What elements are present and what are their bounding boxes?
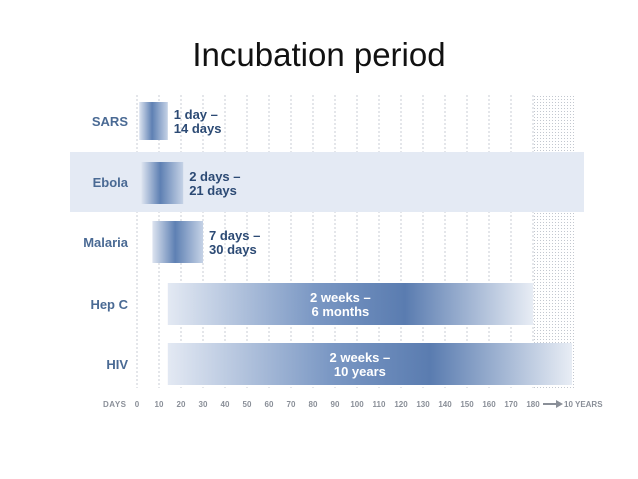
x-tick-label: 180 (526, 400, 540, 409)
x-tick-label: 70 (287, 400, 296, 409)
range-label-line1: 2 weeks – (310, 290, 371, 305)
x-tick-label: 160 (482, 400, 496, 409)
axis-arrow-head-icon (556, 400, 563, 408)
x-tick-label: 20 (177, 400, 186, 409)
x-tick-label: 80 (309, 400, 318, 409)
x-end-label: 10 YEARS (564, 400, 603, 409)
range-label-line2: 6 months (312, 304, 370, 319)
range-label-line2: 21 days (189, 183, 237, 198)
x-axis-title: DAYS (103, 400, 127, 409)
x-tick-label: 60 (265, 400, 274, 409)
x-tick-label: 100 (350, 400, 364, 409)
category-label: Hep C (90, 297, 128, 312)
range-bar (167, 343, 573, 385)
long-term-zone (533, 95, 574, 388)
range-bar (167, 283, 534, 325)
range-label-line1: 2 days – (189, 169, 240, 184)
category-label: SARS (92, 114, 128, 129)
x-tick-label: 0 (135, 400, 140, 409)
category-label: Malaria (83, 235, 129, 250)
category-label: Ebola (93, 175, 129, 190)
x-tick-label: 150 (460, 400, 474, 409)
x-tick-label: 40 (221, 400, 230, 409)
range-label-line2: 30 days (209, 242, 257, 257)
slide-title: Incubation period (192, 36, 446, 73)
x-tick-label: 30 (199, 400, 208, 409)
x-tick-label: 130 (416, 400, 430, 409)
x-tick-label: 50 (243, 400, 252, 409)
range-label-line1: 1 day – (174, 107, 218, 122)
range-bar (152, 221, 203, 263)
x-tick-label: 110 (373, 400, 386, 409)
x-tick-label: 90 (331, 400, 340, 409)
x-tick-label: 10 (155, 400, 164, 409)
category-label: HIV (106, 357, 128, 372)
range-label-line2: 14 days (174, 121, 222, 136)
range-label-line1: 7 days – (209, 228, 260, 243)
x-tick-label: 170 (504, 400, 518, 409)
x-tick-label: 120 (394, 400, 408, 409)
range-bar (139, 102, 168, 140)
range-label-line1: 2 weeks – (330, 350, 391, 365)
range-bar (141, 162, 184, 204)
x-tick-label: 140 (438, 400, 452, 409)
range-label-line2: 10 years (334, 364, 386, 379)
